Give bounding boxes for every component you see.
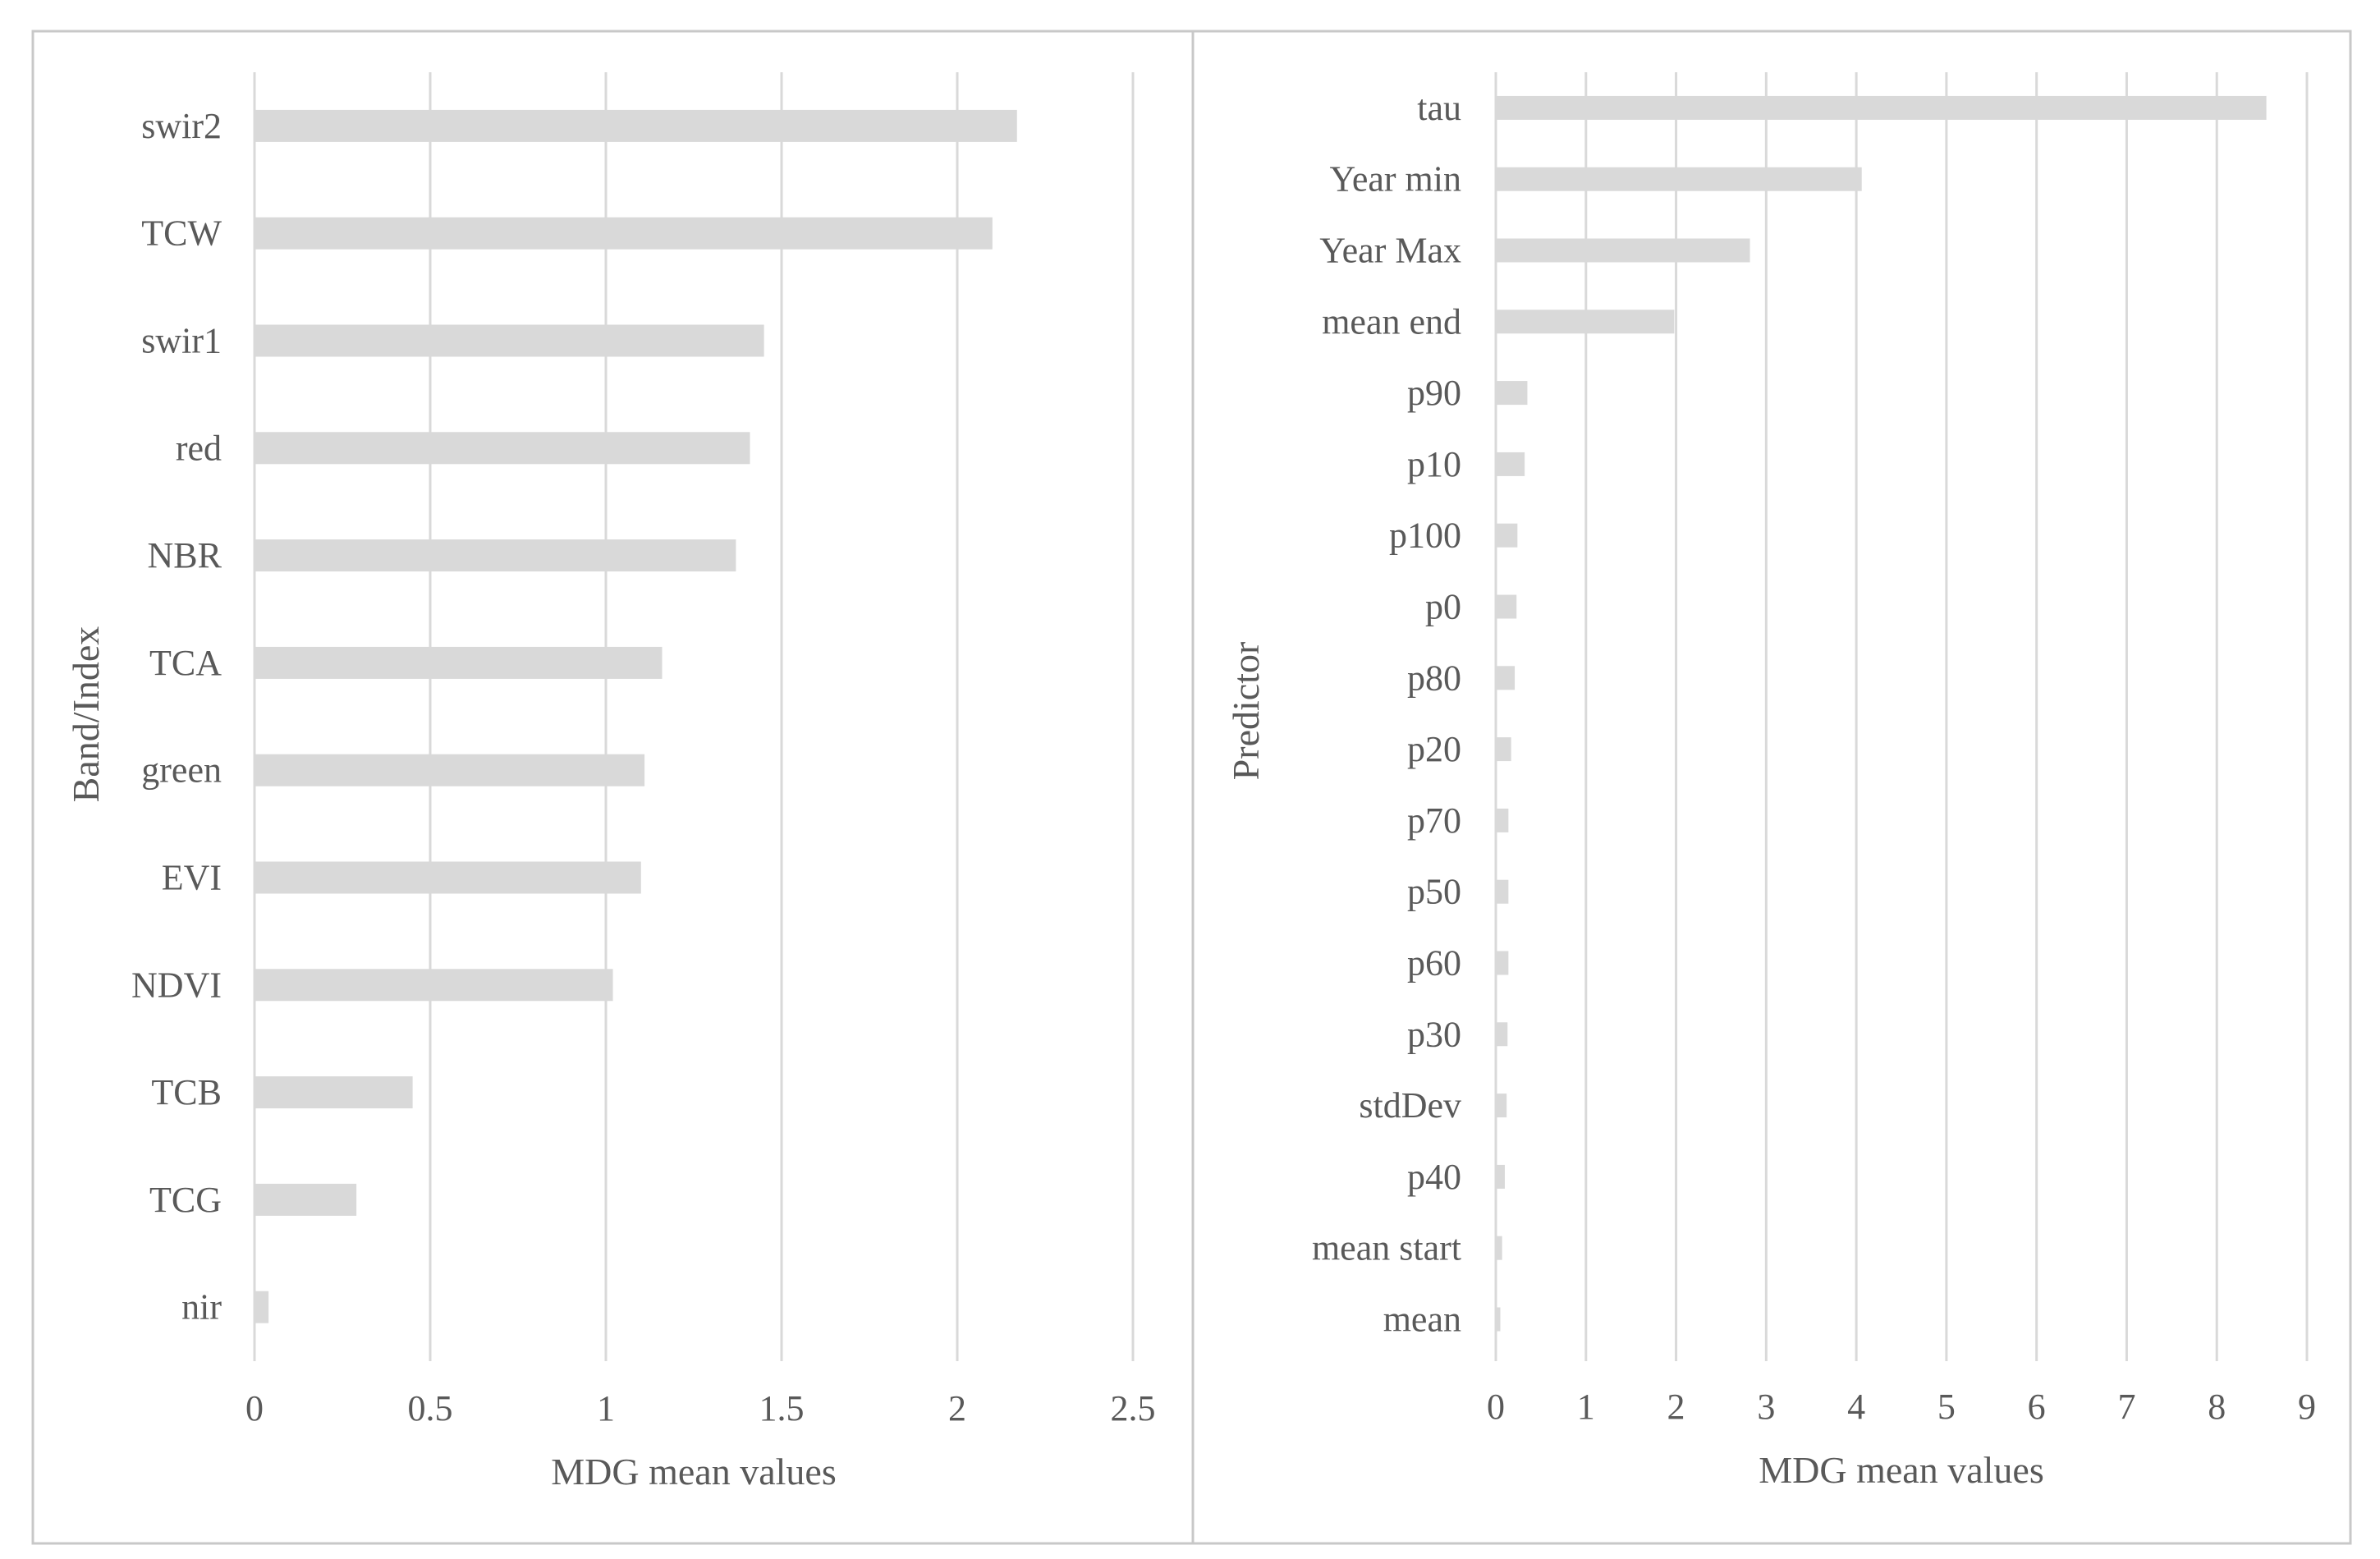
right-category-label: Year Max: [1319, 231, 1461, 271]
right-category-label: mean end: [1322, 301, 1461, 342]
left-x-tick-label: 1: [597, 1388, 615, 1428]
right-bar: [1496, 238, 1750, 263]
left-y-axis-title: Band/Index: [65, 626, 107, 803]
right-category-label: mean start: [1312, 1228, 1461, 1268]
right-bar: [1496, 167, 1862, 191]
right-category-label: stdDev: [1359, 1085, 1461, 1126]
right-category-label: p0: [1425, 587, 1461, 627]
right-bar: [1496, 879, 1509, 904]
right-bar: [1496, 1022, 1508, 1047]
left-x-tick-label: 2.5: [1111, 1388, 1156, 1428]
left-bar: [255, 861, 641, 894]
right-x-axis-title: MDG mean values: [1759, 1449, 2043, 1491]
right-bar: [1496, 381, 1528, 406]
right-bar: [1496, 310, 1675, 334]
left-category-label: NDVI: [131, 965, 222, 1005]
right-bar: [1496, 1164, 1505, 1189]
left-category-label: TCW: [141, 213, 222, 254]
right-bar: [1496, 523, 1518, 548]
right-x-tick-label: 0: [1487, 1387, 1505, 1427]
right-bar: [1496, 1307, 1501, 1332]
right-category-label: p90: [1407, 373, 1461, 413]
right-category-label: p20: [1407, 729, 1461, 769]
right-x-tick-label: 8: [2208, 1387, 2226, 1427]
right-bar: [1496, 1236, 1502, 1260]
right-category-label: p30: [1407, 1014, 1461, 1054]
left-x-tick-label: 1.5: [759, 1388, 805, 1428]
right-category-label: p50: [1407, 872, 1461, 912]
left-bar: [255, 1291, 269, 1323]
left-bar: [255, 1183, 357, 1216]
right-x-tick-label: 7: [2117, 1387, 2135, 1427]
left-bar: [255, 109, 1017, 142]
right-bar: [1496, 737, 1511, 762]
right-bar: [1496, 1094, 1507, 1118]
left-category-label: NBR: [148, 535, 222, 575]
right-panel-border: [1191, 30, 2352, 1545]
left-category-label: TCB: [151, 1072, 222, 1112]
left-x-axis-title: MDG mean values: [551, 1451, 836, 1493]
right-bar: [1496, 808, 1509, 832]
right-x-tick-label: 3: [1757, 1387, 1775, 1427]
right-category-label: tau: [1417, 88, 1461, 128]
right-x-tick-label: 4: [1847, 1387, 1865, 1427]
left-bar: [255, 754, 645, 786]
left-bar: [255, 969, 613, 1002]
right-category-label: p100: [1389, 516, 1461, 556]
right-category-label: p10: [1407, 444, 1461, 484]
left-category-label: TCG: [149, 1180, 222, 1220]
right-category-label: Year min: [1329, 159, 1461, 199]
left-category-label: nir: [181, 1287, 222, 1327]
left-bar: [255, 324, 764, 357]
right-x-tick-label: 9: [2298, 1387, 2316, 1427]
left-chart-panel: 0 0.5 1 1.5 2 2.5 swir2 TCW swir1 red NBR TCA green E…: [31, 30, 1195, 1545]
left-bar: [255, 432, 750, 465]
left-category-label: green: [141, 750, 222, 791]
left-category-label: red: [176, 428, 222, 468]
right-category-label: p80: [1407, 658, 1461, 698]
right-x-tick-label: 2: [1667, 1387, 1685, 1427]
left-category-label: swir1: [141, 321, 222, 361]
right-x-tick-label: 1: [1577, 1387, 1595, 1427]
left-category-label: swir2: [141, 106, 222, 146]
left-bar: [255, 1076, 413, 1109]
right-bar: [1496, 666, 1516, 690]
right-category-label: mean: [1383, 1300, 1461, 1340]
right-y-axis-title: Predictor: [1225, 642, 1267, 781]
left-x-tick-label: 0: [245, 1388, 264, 1428]
left-bar: [255, 646, 663, 679]
right-category-label: p40: [1407, 1157, 1461, 1197]
right-x-tick-label: 6: [2028, 1387, 2046, 1427]
left-x-tick-label: 2: [948, 1388, 966, 1428]
left-category-label: TCA: [149, 643, 222, 683]
right-x-tick-label: 5: [1937, 1387, 1956, 1427]
right-bar: [1496, 594, 1517, 619]
left-bar: [255, 217, 993, 250]
right-bar: [1496, 452, 1525, 476]
left-bar: [255, 539, 736, 572]
right-bar: [1496, 951, 1509, 975]
right-bar: [1496, 95, 2267, 120]
left-category-label: EVI: [162, 858, 222, 898]
right-chart-panel: 0 1 2 3 4 5 6 7 8 9 tau Year min Year Max mean end p90…: [1191, 30, 2352, 1545]
right-category-label: p70: [1407, 800, 1461, 841]
right-category-label: p60: [1407, 943, 1461, 984]
left-x-tick-label: 0.5: [408, 1388, 453, 1428]
